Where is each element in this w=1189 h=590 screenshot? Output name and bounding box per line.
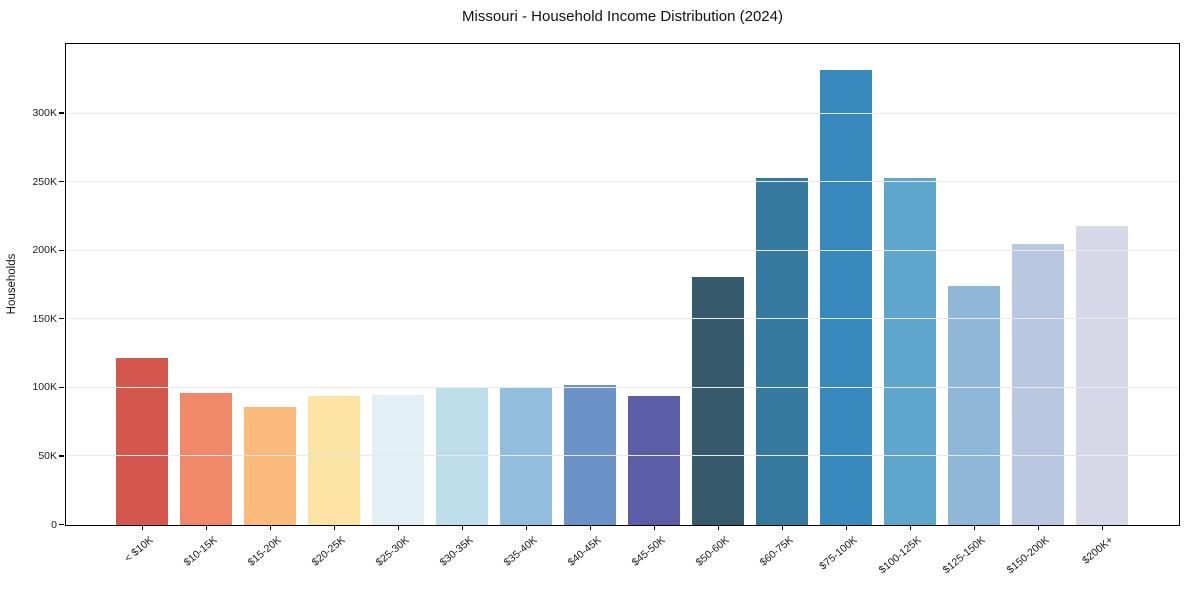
x-tick-label-$200K+: $200K+	[1079, 534, 1116, 567]
y-tick-mark	[59, 181, 64, 183]
x-tick-label-$100-125K: $100-125K	[876, 534, 924, 577]
x-tick-mark	[333, 526, 336, 530]
x-tick-mark	[1037, 526, 1040, 530]
x-tick-mark	[461, 526, 464, 530]
x-tick-mark	[525, 526, 528, 530]
x-tick-mark	[589, 526, 592, 530]
gridline-150000	[66, 318, 1179, 320]
x-tick-label-< $10K: < $10K	[121, 534, 156, 565]
x-tick-label-$25-30K: $25-30K	[373, 534, 412, 569]
bar-$50-60K	[692, 276, 744, 525]
y-tick-label-50K: 50K	[38, 449, 57, 462]
bar-$45-50K	[628, 396, 680, 525]
x-tick-label-$40-45K: $40-45K	[565, 534, 604, 569]
x-tick-label-$35-40K: $35-40K	[501, 534, 540, 569]
x-tick-mark	[397, 526, 400, 530]
x-tick-label-$60-75K: $60-75K	[757, 534, 796, 569]
y-tick-label-100K: 100K	[32, 381, 57, 394]
gridline-250000	[66, 181, 1179, 183]
x-tick-mark	[845, 526, 848, 530]
bar-$40-45K	[564, 385, 616, 525]
x-tick-label-$75-100K: $75-100K	[816, 534, 860, 573]
bar-< $10K	[116, 357, 168, 525]
x-tick-label-$45-50K: $45-50K	[629, 534, 668, 569]
bar-$75-100K	[820, 69, 872, 525]
y-tick-label-150K: 150K	[32, 312, 57, 325]
plot-area	[65, 43, 1180, 526]
x-tick-mark	[1101, 526, 1104, 530]
x-tick-label-$20-25K: $20-25K	[309, 534, 348, 569]
bar-$10-15K	[180, 393, 232, 525]
bar-$15-20K	[244, 407, 296, 525]
y-tick-mark	[59, 249, 64, 251]
grid-layer	[66, 44, 1179, 525]
chart-title: Missouri - Household Income Distribution…	[462, 8, 783, 25]
bars-layer	[66, 44, 1179, 525]
y-tick-label-200K: 200K	[32, 244, 57, 257]
x-tick-label-$125-150K: $125-150K	[940, 534, 988, 577]
bar-$60-75K	[756, 178, 808, 525]
x-tick-mark	[909, 526, 912, 530]
y-tick-mark	[59, 386, 64, 388]
gridline-300000	[66, 112, 1179, 114]
y-tick-label-300K: 300K	[32, 107, 57, 120]
x-tick-mark	[205, 526, 208, 530]
y-tick-mark	[59, 523, 64, 526]
bar-$125-150K	[948, 286, 1000, 525]
x-tick-label-$150-200K: $150-200K	[1004, 534, 1052, 577]
gridline-100000	[66, 386, 1179, 388]
y-tick-mark	[59, 318, 64, 320]
bar-$200K+	[1076, 226, 1128, 525]
bar-$100-125K	[884, 178, 936, 525]
x-tick-label-$15-20K: $15-20K	[245, 534, 284, 569]
y-tick-mark	[59, 112, 64, 114]
x-tick-label-$50-60K: $50-60K	[693, 534, 732, 569]
gridline-200000	[66, 249, 1179, 251]
y-tick-mark	[59, 455, 64, 457]
x-tick-mark	[269, 526, 272, 530]
bar-$20-25K	[308, 396, 360, 525]
gridline-50000	[66, 455, 1179, 457]
y-tick-label-0: 0	[51, 518, 57, 531]
bar-$25-30K	[372, 394, 424, 525]
x-tick-mark	[653, 526, 656, 530]
x-tick-label-$10-15K: $10-15K	[181, 534, 220, 569]
x-tick-mark	[781, 526, 784, 530]
bar-$150-200K	[1012, 243, 1064, 525]
x-tick-mark	[717, 526, 720, 530]
x-tick-mark	[973, 526, 976, 530]
x-tick-mark	[141, 526, 144, 530]
x-tick-label-$30-35K: $30-35K	[437, 534, 476, 569]
y-tick-label-250K: 250K	[32, 175, 57, 188]
y-axis-label: Households	[6, 253, 18, 315]
